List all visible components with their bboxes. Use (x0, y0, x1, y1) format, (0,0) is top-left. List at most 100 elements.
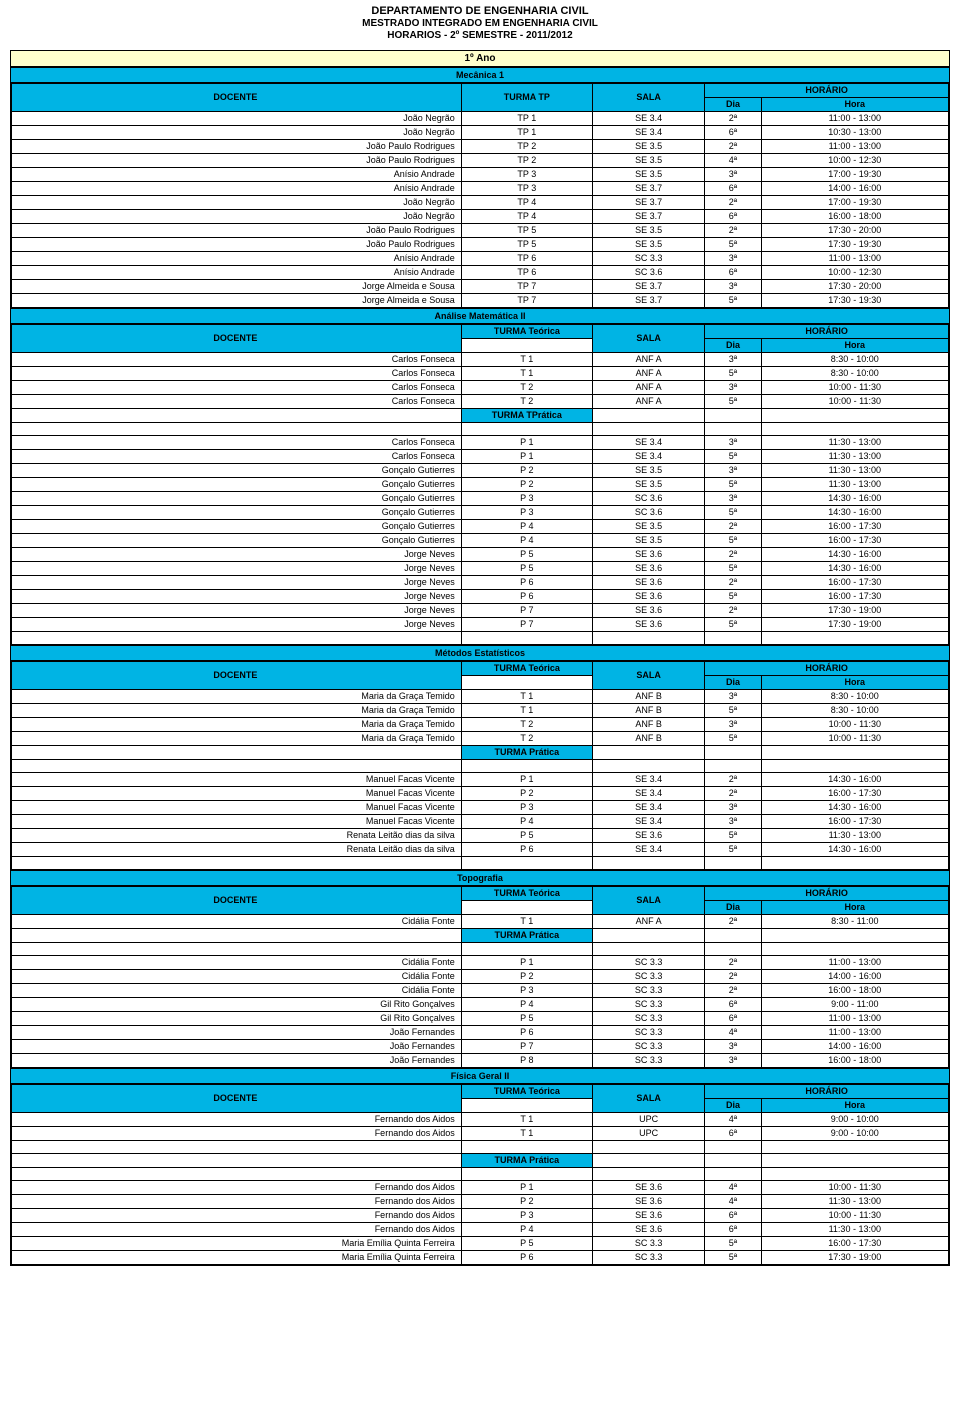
cell: T 2 (461, 718, 592, 732)
cell: 6ª (705, 266, 761, 280)
cell: 14:30 - 16:00 (761, 506, 948, 520)
cell: P 4 (461, 998, 592, 1012)
cell: Gonçalo Gutierres (12, 534, 462, 548)
table-row: Carlos FonsecaP 1SE 3.43ª11:30 - 13:00 (12, 436, 949, 450)
table-row: Fernando dos AidosP 1SE 3.64ª10:00 - 11:… (12, 1181, 949, 1195)
cell: P 5 (461, 829, 592, 843)
table-row: Gil Rito GonçalvesP 4SC 3.36ª9:00 - 11:0… (12, 998, 949, 1012)
cell: T 2 (461, 395, 592, 409)
cell: SC 3.3 (592, 1054, 704, 1068)
cell: Manuel Facas Vicente (12, 773, 462, 787)
cell: 3ª (705, 436, 761, 450)
cell: Maria da Graça Temido (12, 718, 462, 732)
table-row: Anísio AndradeTP 3SE 3.76ª14:00 - 16:00 (12, 182, 949, 196)
table-row: Gonçalo GutierresP 2SE 3.53ª11:30 - 13:0… (12, 464, 949, 478)
cell: 10:00 - 12:30 (761, 266, 948, 280)
cell: 4ª (705, 1113, 761, 1127)
cell: SC 3.3 (592, 984, 704, 998)
cell: 17:00 - 19:30 (761, 196, 948, 210)
cell: 16:00 - 17:30 (761, 787, 948, 801)
cell: 2ª (705, 984, 761, 998)
cell: 3ª (705, 815, 761, 829)
cell: 11:00 - 13:00 (761, 1012, 948, 1026)
cell: 3ª (705, 1040, 761, 1054)
cell: 5ª (705, 618, 761, 632)
col-header-row: DOCENTE TURMA TP SALA HORÁRIO (12, 84, 949, 98)
cell: Carlos Fonseca (12, 395, 462, 409)
cell: SC 3.6 (592, 492, 704, 506)
cell: P 3 (461, 801, 592, 815)
cell: 2ª (705, 196, 761, 210)
cell: T 1 (461, 367, 592, 381)
cell: T 1 (461, 1113, 592, 1127)
cell: 2ª (705, 915, 761, 929)
cell: 2ª (705, 112, 761, 126)
cell: Fernando dos Aidos (12, 1113, 462, 1127)
cell: 14:30 - 16:00 (761, 773, 948, 787)
table-row: Jorge NevesP 6SE 3.62ª16:00 - 17:30 (12, 576, 949, 590)
cell: 11:30 - 13:00 (761, 450, 948, 464)
cell: SE 3.7 (592, 210, 704, 224)
table-row: Carlos FonsecaT 2ANF A5ª10:00 - 11:30 (12, 395, 949, 409)
table-row: João FernandesP 7SC 3.33ª14:00 - 16:00 (12, 1040, 949, 1054)
cell: João Paulo Rodrigues (12, 238, 462, 252)
turma-teorica-label: TURMA Teórica (461, 662, 592, 676)
cell: 11:30 - 13:00 (761, 829, 948, 843)
cell: P 5 (461, 1012, 592, 1026)
cell: 11:30 - 13:00 (761, 1223, 948, 1237)
col-horario: HORÁRIO (705, 1085, 949, 1099)
table-row: Jorge Almeida e SousaTP 7SE 3.73ª17:30 -… (12, 280, 949, 294)
cell: SE 3.5 (592, 154, 704, 168)
cell: 6ª (705, 1012, 761, 1026)
cell: SE 3.6 (592, 576, 704, 590)
cell: ANF A (592, 915, 704, 929)
cell: 14:00 - 16:00 (761, 1040, 948, 1054)
turma-teorica-label: TURMA Teórica (461, 325, 592, 339)
cell: 8:30 - 10:00 (761, 690, 948, 704)
cell: João Paulo Rodrigues (12, 224, 462, 238)
cell: SC 3.6 (592, 266, 704, 280)
cell: Renata Leitão dias da silva (12, 843, 462, 857)
table-row: Fernando dos AidosP 4SE 3.66ª11:30 - 13:… (12, 1223, 949, 1237)
cell: 16:00 - 18:00 (761, 984, 948, 998)
table-row: João NegrãoTP 1SE 3.46ª10:30 - 13:00 (12, 126, 949, 140)
cell: 5ª (705, 829, 761, 843)
cell: T 1 (461, 915, 592, 929)
table-row: João Paulo RodriguesTP 2SE 3.54ª10:00 - … (12, 154, 949, 168)
subject-analise: Análise Matemática II (11, 308, 949, 324)
table-row: Maria Emília Quinta FerreiraP 5SC 3.35ª1… (12, 1237, 949, 1251)
cell: 10:00 - 11:30 (761, 1209, 948, 1223)
subject-mecanica: Mecânica 1 (11, 67, 949, 83)
cell: Carlos Fonseca (12, 353, 462, 367)
col-dia: Dia (705, 339, 761, 353)
cell: 5ª (705, 367, 761, 381)
table-row: João Paulo RodriguesTP 2SE 3.52ª11:00 - … (12, 140, 949, 154)
cell: 4ª (705, 1195, 761, 1209)
cell: Jorge Neves (12, 618, 462, 632)
table-row: Gonçalo GutierresP 2SE 3.55ª11:30 - 13:0… (12, 478, 949, 492)
cell: TP 5 (461, 238, 592, 252)
cell: 10:00 - 11:30 (761, 395, 948, 409)
cell: T 1 (461, 353, 592, 367)
cell: 8:30 - 10:00 (761, 353, 948, 367)
table-row: Carlos FonsecaT 1ANF A5ª8:30 - 10:00 (12, 367, 949, 381)
cell: Anísio Andrade (12, 168, 462, 182)
cell: João Negrão (12, 126, 462, 140)
col-docente: DOCENTE (12, 662, 462, 690)
cell: SE 3.6 (592, 1195, 704, 1209)
cell: Maria da Graça Temido (12, 732, 462, 746)
table-row: Manuel Facas VicenteP 4SE 3.43ª16:00 - 1… (12, 815, 949, 829)
cell: TP 7 (461, 280, 592, 294)
cell: 4ª (705, 154, 761, 168)
table-row: Gonçalo GutierresP 4SE 3.55ª16:00 - 17:3… (12, 534, 949, 548)
table-row: João NegrãoTP 1SE 3.42ª11:00 - 13:00 (12, 112, 949, 126)
col-turma: TURMA TP (461, 84, 592, 112)
col-hora: Hora (761, 676, 948, 690)
table-row: Fernando dos AidosP 3SE 3.66ª10:00 - 11:… (12, 1209, 949, 1223)
cell: Maria Emília Quinta Ferreira (12, 1237, 462, 1251)
table-row: Carlos FonsecaT 1ANF A3ª8:30 - 10:00 (12, 353, 949, 367)
cell: P 2 (461, 970, 592, 984)
table-row: Anísio AndradeTP 6SC 3.66ª10:00 - 12:30 (12, 266, 949, 280)
table-analise: DOCENTE TURMA Teórica SALA HORÁRIO Dia H… (11, 324, 949, 645)
cell: 3ª (705, 381, 761, 395)
